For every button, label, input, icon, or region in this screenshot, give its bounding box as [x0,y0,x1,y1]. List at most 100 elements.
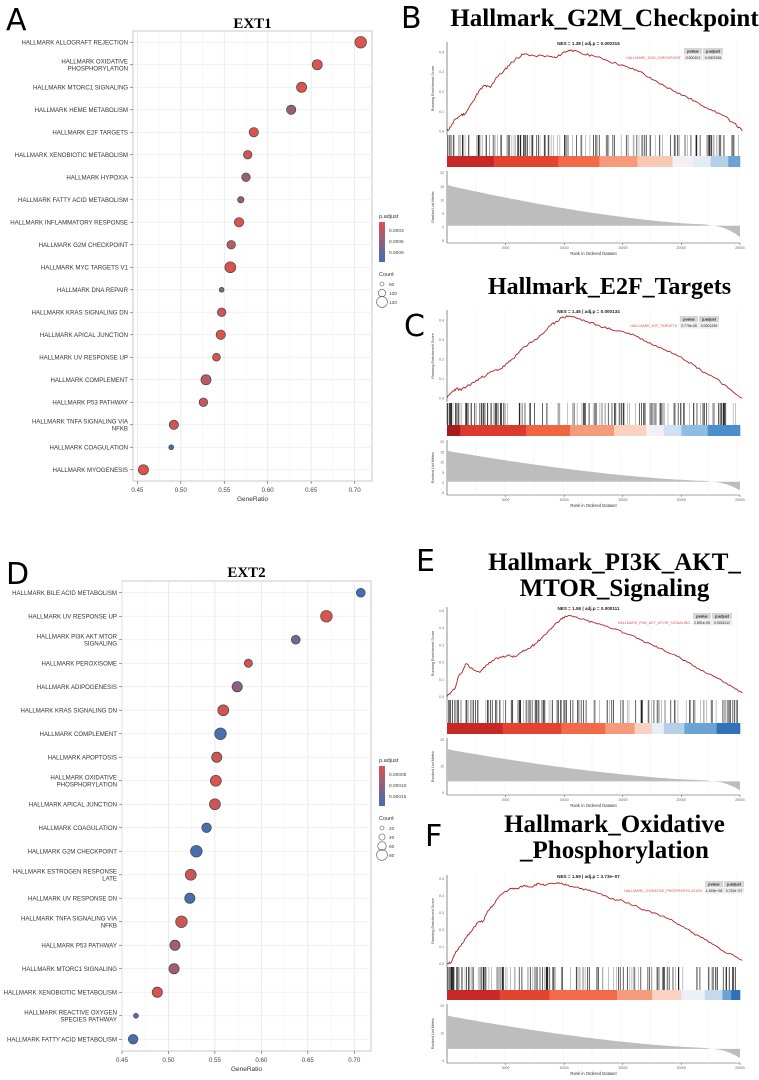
panel-label-b: B [401,1,422,36]
x-tick-label: 10000 [559,798,569,802]
x-axis-title: Rank in Ordered Dataset [570,503,617,508]
y-tick-label: HALLMARK FATTY ACID METABOLISM [18,197,128,204]
gsea-title-e: Hallmark_PI3K_AKT_ MTOR_Signaling [488,549,741,602]
table-row-bg [693,619,732,626]
color-legend-label: 0.0003 [389,228,404,234]
gene-set-name: HALLMARK_OXIDATIVE_PHOSPHORYLATION [624,889,702,893]
size-legend-circle [378,833,386,841]
data-point [217,704,230,717]
data-point [169,939,181,951]
es-y-tick-label: 0.2 [439,357,444,361]
size-legend-title: Count [379,816,394,822]
table-padjust: 0.0001112 [714,621,730,625]
plot-panel [121,580,372,1052]
es-y-tick-label: 0.0 [439,130,444,134]
plot-panel [132,30,373,482]
y-tick-label: HALLMARK COAGULATION [50,444,128,451]
metric-y-tick-label: 20 [440,738,444,742]
table-pvalue: 2.891e-05 [694,621,710,625]
table-header-cell [680,316,698,322]
es-y-axis-title: Running Enrichment Score [431,333,435,378]
rank-color-band [731,990,741,1000]
size-legend-title: Count [379,272,394,278]
table-header-padjust: p.adjust [715,614,730,618]
metric-y-tick-label: 5 [442,471,444,475]
x-tick-label: 25000 [735,246,745,250]
running-es-curve [446,49,743,132]
data-point [355,587,366,598]
color-legend-label: 0.0009 [389,250,404,256]
table-header-cell [705,881,723,887]
y-tick-label: HALLMARK MTORC1 SIGNALING [22,966,117,973]
data-point [286,104,297,115]
color-legend-bar [379,766,385,806]
metric-y-tick-label: 0 [442,791,444,795]
data-point [212,352,221,362]
x-tick-label: 0.65 [302,1057,315,1064]
data-point [243,658,253,668]
size-legend-label: 100 [389,291,397,297]
x-tick-label: 10000 [559,1066,569,1070]
data-point [241,172,251,182]
x-tick-label: 5000 [502,798,510,802]
y-tick-label: HALLMARK ESTROGEN RESPONSE LATE [13,868,117,882]
rank-color-band [526,425,571,436]
size-legend-label: 120 [389,300,397,306]
y-tick-label: HALLMARK G2M CHECKPOINT [39,242,129,249]
color-legend-title: p.adjust [379,214,399,220]
x-axis-title: Rank in Ordered Dataset [570,1071,617,1076]
gsea-title-f: Hallmark_Oxidative _Phosphorylation [504,811,725,864]
dotplot-ext1: EXT1 0.45 0.50 0.55 0.60 0.65 0.70 GeneRatio HAL… [10,16,404,503]
data-point [311,59,323,71]
rank-color-band [605,723,635,734]
y-tick-label: HALLMARK APICAL JUNCTION [40,332,128,339]
running-es-curve [447,882,743,965]
table-padjust: 0.0001339 [701,324,718,328]
gsea-title-c: Hallmark_E2F_Targets [487,274,732,300]
es-y-tick-label: 0.0 [439,962,444,966]
gsea-plot-e2f: 0.0 0.1 0.2 0.3 0.4 Running Enrichment Score N… [431,309,745,508]
data-point [226,240,236,250]
data-point [243,150,253,160]
x-tick-label: 0.45 [131,487,144,494]
data-point [354,36,367,49]
x-tick-label: 0.60 [255,1057,268,1064]
metric-y-tick-label: 0 [442,481,444,485]
running-es-curve [446,614,743,697]
metric-y-tick-label: 15 [440,450,444,454]
es-y-axis-title: Running Enrichment Score [431,898,435,943]
table-header-cell [684,48,702,54]
size-legend-label: 80 [389,282,395,288]
x-tick-label: 0.45 [116,1057,129,1064]
x-tick-label: 5000 [502,498,510,502]
x-tick-label: 10000 [559,498,569,502]
x-tick-label: 0.50 [175,487,188,494]
rank-color-band [693,156,711,167]
table-row-bg [684,54,723,61]
y-tick-label: HALLMARK COAGULATION [39,825,117,832]
dotplot-title: EXT2 [227,565,265,581]
table-pvalue: 1.493e−08 [706,889,723,893]
y-tick-label: HALLMARK APICAL JUNCTION [29,801,117,808]
metric-y-tick-label: 10 [440,198,444,202]
running-es-curve [446,315,743,399]
panel-label-c: C [404,309,425,344]
y-tick-label: HALLMARK G2M CHECKPOINT [28,848,118,855]
es-y-tick-label: 0.2 [439,661,444,665]
metric-y-tick-label: 15 [440,185,444,189]
data-point [296,81,307,93]
rank-color-band [707,425,741,436]
y-tick-label: HALLMARK P53 PATHWAY [52,399,128,406]
y-tick-label: HALLMARK TNFA SIGNALING VIA NFKB [32,418,129,432]
x-tick-label: 20000 [677,798,687,802]
y-tick-label: HALLMARK ALLOGRAFT REJECTION [21,39,128,46]
y-tick-label: HALLMARK XENOBIOTIC METABOLISM [4,989,117,996]
size-legend-label: 20 [389,826,395,832]
ranked-metric-area [447,748,740,791]
y-tick-label: HALLMARK APOPTOSIS [48,754,117,761]
gsea-plot-g2m: 0.0 0.1 0.2 0.3 0.4 Running Enrichment Score N… [431,41,745,256]
metric-y-tick-label: 10 [440,765,444,769]
y-tick-label: HALLMARK E2F TARGETS [52,129,128,136]
table-pvalue: 0.000101 [686,56,701,60]
size-legend-circle [377,841,387,851]
